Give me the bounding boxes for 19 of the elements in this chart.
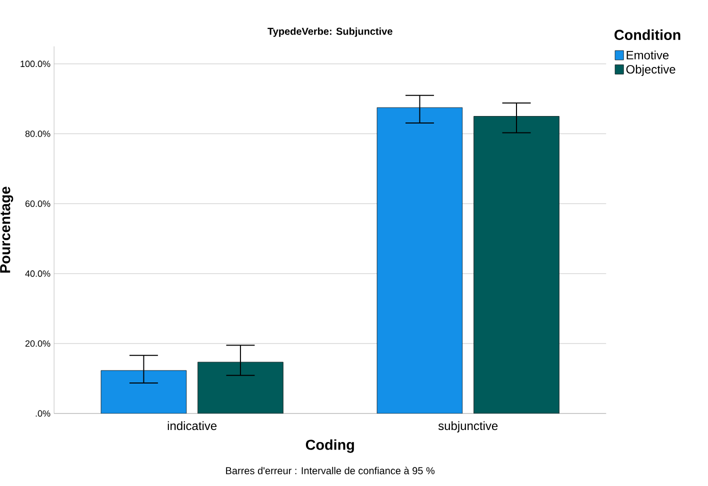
x-tick-label: subjunctive xyxy=(438,421,498,432)
y-tick-label: 100.0% xyxy=(20,60,50,68)
x-tick-label: indicative xyxy=(168,421,217,430)
y-tick-label: 80.0% xyxy=(25,130,50,137)
y-tick-label: .0% xyxy=(36,410,50,417)
chart-title: TypedeVerbe: Subjunctive xyxy=(268,28,392,37)
legend-label: Objective xyxy=(626,64,676,76)
y-axis-title: Pourcentage xyxy=(0,186,14,273)
bar xyxy=(474,116,560,414)
y-tick-label: 20.0% xyxy=(25,340,50,347)
x-axis-title: Coding xyxy=(306,439,354,453)
text: Barres d'erreur : Intervalle de confiance à 95 % xyxy=(226,466,435,474)
y-tick-label: 60.0% xyxy=(25,200,50,207)
bar xyxy=(100,370,187,414)
legend-title: Condition xyxy=(614,29,680,40)
bar xyxy=(198,362,284,414)
legend-label: Emotive xyxy=(626,50,669,60)
bar xyxy=(376,107,463,414)
y-tick-label: 40.0% xyxy=(25,270,50,277)
